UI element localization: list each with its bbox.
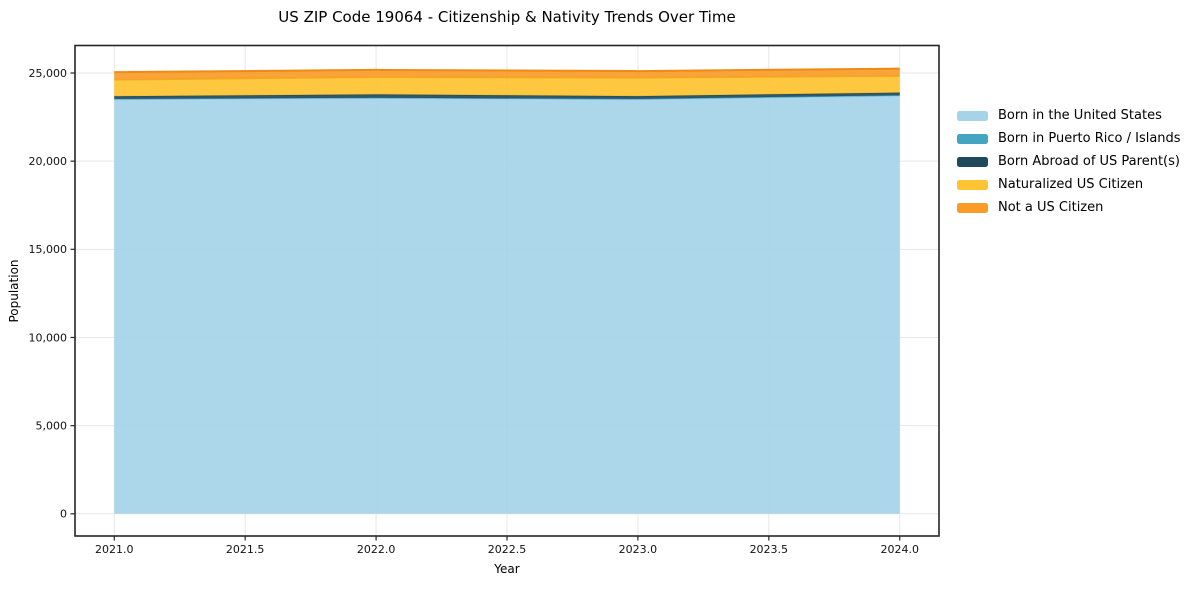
legend-swatch bbox=[957, 110, 988, 121]
x-tick-label: 2021.0 bbox=[95, 543, 134, 556]
legend-label: Born in Puerto Rico / Islands bbox=[998, 131, 1181, 146]
y-axis-label: Population bbox=[7, 259, 21, 323]
legend-label: Born in the United States bbox=[998, 108, 1162, 123]
legend-item-naturalized-us-citizen: Naturalized US Citizen bbox=[957, 173, 1181, 196]
x-tick-label: 2022.0 bbox=[357, 543, 396, 556]
legend-label: Naturalized US Citizen bbox=[998, 177, 1144, 192]
x-tick-label: 2021.5 bbox=[226, 543, 265, 556]
legend-item-born-in-the-united-states: Born in the United States bbox=[957, 104, 1181, 127]
area-naturalized-us-citizen bbox=[114, 76, 900, 97]
legend-label: Born Abroad of US Parent(s) bbox=[998, 154, 1180, 169]
y-tick-label: 5,000 bbox=[36, 419, 68, 432]
area-edge-not-a-us-citizen bbox=[114, 67, 900, 74]
area-edge-naturalized-us-citizen bbox=[114, 75, 900, 81]
legend-item-born-in-puerto-rico-islands: Born in Puerto Rico / Islands bbox=[957, 127, 1181, 150]
x-tick-label: 2024.0 bbox=[880, 543, 919, 556]
y-tick-label: 10,000 bbox=[29, 331, 68, 344]
y-tick-label: 20,000 bbox=[29, 155, 68, 168]
legend-swatch bbox=[957, 156, 988, 167]
y-tick-label: 0 bbox=[60, 508, 67, 521]
legend-item-born-abroad-of-us-parent-s-: Born Abroad of US Parent(s) bbox=[957, 150, 1181, 173]
chart-title: US ZIP Code 19064 - Citizenship & Nativi… bbox=[278, 8, 736, 26]
legend-swatch bbox=[957, 133, 988, 144]
legend-swatch bbox=[957, 202, 988, 213]
area-born-in-the-united-states bbox=[114, 95, 900, 514]
y-tick-label: 25,000 bbox=[29, 67, 68, 80]
x-tick-label: 2023.5 bbox=[750, 543, 789, 556]
x-tick-label: 2022.5 bbox=[488, 543, 527, 556]
legend-item-not-a-us-citizen: Not a US Citizen bbox=[957, 196, 1181, 219]
legend-label: Not a US Citizen bbox=[998, 200, 1104, 215]
x-tick-label: 2023.0 bbox=[619, 543, 658, 556]
x-axis-label: Year bbox=[494, 562, 520, 576]
y-tick-label: 15,000 bbox=[29, 243, 68, 256]
legend-swatch bbox=[957, 179, 988, 190]
legend: Born in the United States Born in Puerto … bbox=[957, 104, 1181, 219]
